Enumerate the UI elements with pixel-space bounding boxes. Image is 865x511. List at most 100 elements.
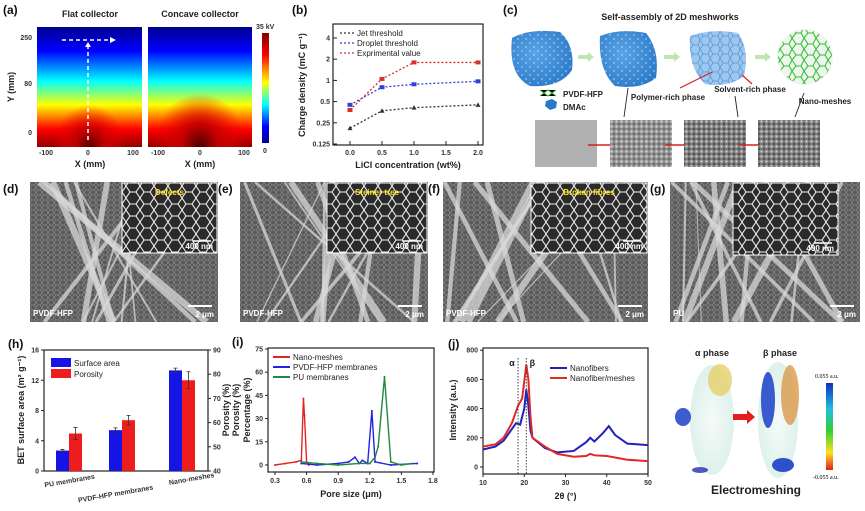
error-bar	[186, 371, 191, 390]
data-point	[379, 85, 385, 90]
caption-electromeshing: Electromeshing	[711, 483, 801, 497]
bar	[56, 450, 69, 471]
ytick-label: 60	[255, 370, 263, 377]
xtick: -100	[39, 150, 53, 157]
micrograph-2	[610, 120, 672, 167]
ytick-label: 0	[35, 469, 39, 476]
data-point	[316, 462, 319, 465]
panel-label-b: (b)	[292, 3, 307, 17]
esp-max: 0.055 a.u.	[815, 374, 839, 380]
panel-esp-phases: α phase β phase 0.055 a.u. -0.055 a.u. E…	[675, 348, 839, 497]
legend-pvdf-hfp: PVDF-HFP	[563, 90, 604, 99]
scale-bar-label: 2 μm	[625, 310, 644, 319]
title-flat-collector: Flat collector	[62, 9, 119, 19]
esp-min: -0.055 a.u.	[813, 475, 839, 481]
legend-label: Exprimental value	[357, 49, 421, 58]
series-line-2	[301, 376, 412, 466]
micrograph-4	[758, 120, 820, 167]
panel-label-e: (e)	[218, 182, 233, 196]
inset-label: Steiner tree	[355, 188, 400, 197]
transition-arrow-icon	[733, 410, 755, 424]
esp-colorbar	[826, 383, 833, 470]
legend-label: PVDF-HFP membranes	[293, 363, 377, 372]
xtick-label: 1.0	[409, 150, 419, 157]
y-axis-label: BET surface area (m² g⁻¹)	[16, 356, 26, 465]
pvdf-hfp-legend-icon	[539, 89, 557, 97]
legend-label: Porosity	[74, 370, 103, 379]
xtick-label: 1.2	[365, 478, 375, 485]
series-line-2	[349, 61, 478, 111]
data-point	[411, 105, 417, 110]
panel-label-f: (f)	[428, 182, 440, 196]
error-bar	[173, 367, 178, 374]
legend-label: Droplet threshold	[357, 39, 418, 48]
plot-frame	[267, 347, 435, 473]
plot-frame	[332, 23, 484, 146]
bar	[182, 380, 195, 471]
data-point	[300, 462, 303, 465]
nano-mesh-pattern	[778, 30, 832, 84]
legend-swatch	[51, 358, 71, 367]
material-label: PVDF-HFP	[243, 309, 284, 318]
ytick: 80	[24, 81, 32, 88]
colorbar-max: 35 kV	[256, 24, 275, 31]
xtick-label: 40	[603, 480, 611, 487]
data-point	[389, 464, 392, 466]
title-alpha-phase: α phase	[695, 348, 729, 358]
panel-label-c: (c)	[503, 3, 518, 17]
x-axis-label: X (mm)	[185, 159, 216, 169]
data-point	[379, 108, 385, 113]
data-point	[347, 102, 353, 107]
data-point	[475, 102, 481, 107]
inset-scale-bar-label: 400 nm	[615, 242, 643, 251]
panel-label-i: (i)	[232, 335, 243, 349]
bar	[109, 430, 122, 471]
micrograph-3	[684, 120, 746, 167]
y2-axis-label: Porosity (%)	[221, 384, 231, 437]
ytick-label: 15	[255, 439, 263, 446]
ytick: 0	[28, 130, 32, 137]
fiber	[454, 182, 545, 322]
ytick-label: 8	[35, 408, 39, 415]
bar	[69, 433, 82, 471]
ytick-label: 0.125	[312, 142, 330, 149]
beta-phase-molecule	[758, 362, 799, 478]
category-label: Nano-meshes	[169, 472, 216, 487]
xtick-label: 0.3	[270, 478, 280, 485]
data-point	[475, 79, 481, 84]
sem-panels: Defects 400 nm PVDF-HFP 2 μm Steiner tree 400…	[30, 182, 860, 322]
ytick-label: 200	[466, 435, 478, 442]
data-point	[274, 464, 276, 466]
data-point	[302, 397, 305, 400]
series-line-0	[349, 104, 479, 129]
fiber	[256, 182, 326, 322]
colorbar-voltage	[262, 33, 269, 143]
data-point	[377, 445, 380, 448]
data-point	[347, 107, 353, 112]
chart-h-bet-porosity: 0 4 8 12 16 40 50 60 70 80 90 BET surface area (m² …	[16, 348, 231, 505]
series-line-0	[274, 398, 310, 466]
dmac-legend-icon	[545, 99, 557, 110]
label-nano-meshes: Nano-meshes	[799, 97, 852, 106]
ytick: 250	[20, 35, 32, 42]
dashed-arrows	[62, 37, 116, 140]
label-solvent-rich-phase: Solvent-rich phase	[714, 85, 786, 94]
data-point	[374, 460, 377, 463]
diagram-title: Self-assembly of 2D meshworks	[601, 12, 739, 22]
chart-i-pore-size: 0 15 30 45 60 75 0.3 0.6 0.9 1.2 1.5 1.8 Pore size (…	[231, 346, 438, 499]
data-point	[411, 60, 417, 65]
y2tick-label: 50	[213, 444, 221, 451]
category-label: PU membranes	[44, 474, 96, 490]
fiber	[243, 182, 303, 322]
down-arrows	[623, 87, 805, 118]
data-point	[337, 462, 340, 465]
legend-swatch	[51, 369, 71, 378]
data-point	[347, 125, 353, 131]
panel-label-j: (j)	[448, 337, 459, 351]
ytick-label: 4	[326, 36, 330, 43]
scale-bar-label: 2 μm	[405, 310, 424, 319]
ytick-label: 800	[466, 348, 478, 355]
data-point	[389, 460, 392, 463]
xtick: 100	[127, 150, 139, 157]
error-bar	[73, 427, 78, 440]
